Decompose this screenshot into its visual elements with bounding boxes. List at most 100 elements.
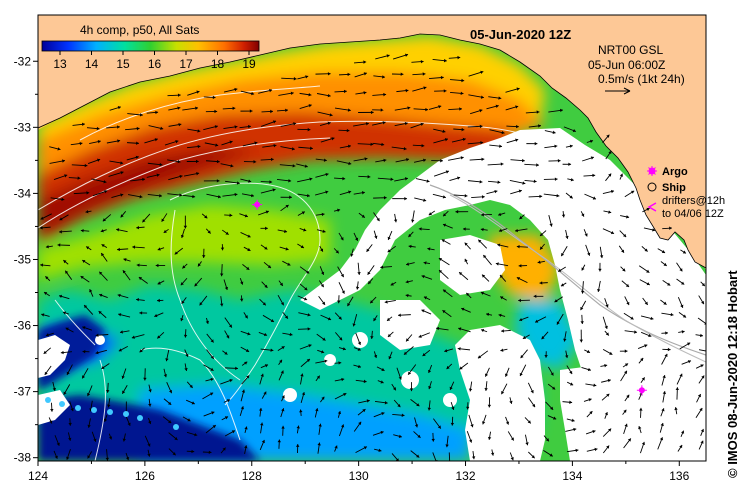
current-arrow [239, 213, 249, 218]
current-arrow [405, 262, 415, 266]
current-arrow [372, 430, 384, 436]
current-arrow [565, 192, 573, 199]
current-arrow [143, 368, 147, 381]
current-arrow [427, 247, 435, 251]
current-arrow [396, 367, 402, 380]
current-arrow [202, 450, 212, 455]
current-arrow [380, 265, 393, 269]
current-arrow [353, 157, 368, 162]
current-arrow [280, 408, 285, 418]
current-arrow [640, 331, 652, 338]
current-arrow [203, 95, 216, 100]
current-arrow [132, 245, 145, 249]
current-arrow [514, 228, 528, 233]
current-arrow [602, 348, 613, 355]
current-arrow [423, 296, 431, 301]
current-arrow [695, 364, 704, 369]
current-arrow [444, 348, 454, 353]
current-arrow [127, 113, 143, 117]
current-arrow [510, 158, 525, 163]
current-arrow [101, 363, 110, 370]
current-arrow [68, 418, 72, 426]
current-arrow [166, 382, 173, 394]
current-arrow [282, 260, 291, 266]
current-arrow [358, 175, 371, 179]
current-arrow [674, 407, 678, 415]
current-arrow [533, 294, 544, 298]
current-arrow [298, 327, 311, 331]
colorbar-tick-label: 19 [242, 57, 256, 71]
current-arrow [162, 416, 172, 424]
current-arrow [258, 407, 263, 417]
current-arrow [543, 193, 560, 198]
current-arrow [40, 213, 52, 220]
current-arrow [560, 246, 568, 257]
drifter-arrow-icon [647, 202, 657, 212]
current-arrow [240, 232, 251, 238]
current-arrow [432, 418, 442, 429]
current-arrow [186, 381, 193, 389]
current-arrow [602, 134, 610, 143]
current-arrow [91, 431, 97, 442]
current-arrow [413, 431, 421, 439]
current-arrow [680, 430, 685, 437]
current-arrow [499, 296, 507, 301]
current-arrow [260, 422, 264, 434]
current-arrow [372, 142, 385, 147]
current-arrow [438, 257, 450, 266]
current-arrow [125, 452, 130, 461]
current-arrow [182, 263, 188, 269]
current-arrow [281, 395, 285, 402]
current-arrow [468, 94, 484, 99]
current-arrow [202, 248, 206, 258]
current-arrow [136, 298, 145, 302]
current-arrow [154, 312, 164, 318]
current-arrow [372, 108, 384, 112]
current-arrow [548, 159, 561, 163]
current-arrow [339, 144, 352, 149]
current-arrow [299, 104, 312, 110]
current-arrow [431, 432, 435, 442]
current-arrow [182, 106, 199, 111]
current-arrow [415, 178, 430, 183]
legend-drifters-line1: drifters@12h [662, 195, 725, 207]
current-vectors [39, 53, 706, 461]
current-arrow [432, 58, 447, 63]
current-arrow [45, 332, 54, 337]
current-arrow [262, 143, 277, 148]
current-arrow [108, 433, 113, 440]
current-arrow [623, 423, 628, 435]
current-arrow [561, 210, 566, 218]
current-arrow [355, 281, 360, 290]
current-arrow [387, 245, 397, 253]
current-arrow [604, 298, 609, 308]
current-arrow [428, 381, 432, 390]
current-arrow [299, 266, 310, 274]
current-arrow [297, 177, 313, 183]
current-arrow [45, 275, 51, 282]
current-arrow [428, 210, 436, 216]
current-arrow [83, 304, 94, 315]
current-arrow [659, 422, 664, 433]
current-arrow [623, 312, 634, 320]
current-arrow [240, 90, 255, 96]
current-arrow [67, 432, 72, 441]
current-arrow [52, 381, 56, 392]
current-arrow [352, 313, 358, 327]
current-arrow [522, 334, 530, 340]
current-arrow [398, 313, 411, 317]
current-arrow [127, 141, 139, 145]
current-arrow [519, 316, 529, 322]
current-arrow [620, 215, 630, 219]
x-tick-label: 124 [28, 469, 48, 483]
current-arrow [316, 333, 326, 341]
current-arrow [449, 78, 465, 83]
y-tick-label: -32 [14, 54, 32, 68]
current-arrow [624, 296, 630, 306]
current-arrow [298, 146, 313, 150]
current-arrow [445, 435, 449, 448]
current-arrow [299, 409, 303, 417]
ship-circle-icon [647, 182, 657, 192]
current-arrow [543, 449, 553, 457]
current-arrow [144, 435, 151, 447]
